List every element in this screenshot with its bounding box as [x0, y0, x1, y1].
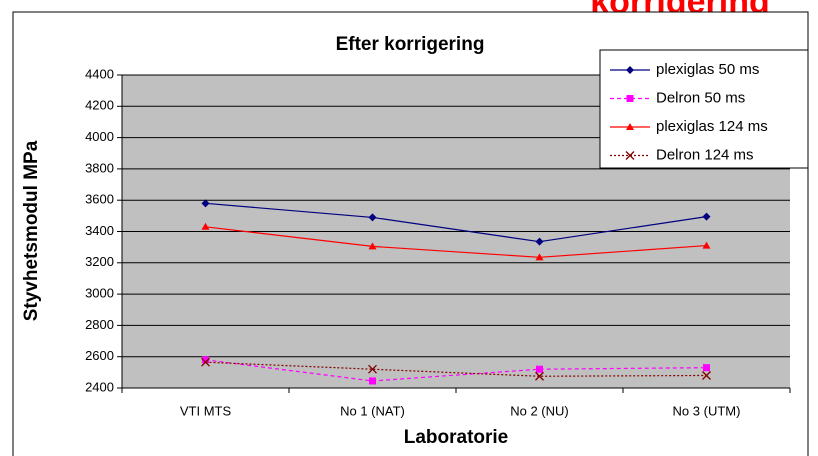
legend-label: Delron 50 ms — [656, 89, 745, 106]
marker — [201, 222, 210, 230]
marker — [702, 212, 711, 221]
marker — [535, 237, 544, 246]
legend-label: Delron 124 ms — [656, 146, 754, 163]
legend-label: plexiglas 124 ms — [656, 118, 768, 135]
y-tick-label: 4200 — [85, 98, 114, 113]
chart-title: Efter korrigering — [336, 34, 485, 55]
legend-label: plexiglas 50 ms — [656, 61, 759, 78]
x-axis-title: Laboratorie — [404, 427, 509, 448]
y-tick-label: 4000 — [85, 129, 114, 144]
marker — [369, 377, 376, 385]
marker — [536, 365, 543, 373]
y-tick-label: 2800 — [85, 317, 114, 332]
marker — [626, 123, 634, 130]
marker — [625, 151, 635, 160]
series-line — [205, 202, 707, 243]
x-tick-label: VTI MTS — [180, 403, 232, 418]
marker — [535, 253, 544, 261]
marker — [368, 213, 377, 222]
series-line — [205, 361, 707, 377]
marker — [702, 371, 711, 380]
y-tick-label: 4400 — [85, 66, 114, 81]
y-tick-label: 3800 — [85, 160, 114, 175]
marker — [368, 242, 377, 250]
y-tick-label: 3400 — [85, 223, 114, 238]
y-tick-label: 2600 — [85, 348, 114, 363]
x-tick-label: No 1 (NAT) — [340, 403, 405, 418]
y-tick-label: 3000 — [85, 286, 114, 301]
marker — [626, 66, 634, 74]
y-axis-title: Styvhetsmodul MPa — [21, 140, 42, 321]
marker — [201, 199, 210, 208]
marker — [535, 371, 544, 381]
y-tick-label: 2400 — [85, 379, 114, 394]
series-line — [205, 359, 707, 382]
marker — [626, 95, 634, 102]
y-tick-label: 3200 — [85, 254, 114, 269]
marker — [703, 364, 710, 372]
series-line — [205, 226, 707, 258]
y-tick-label: 3600 — [85, 192, 114, 207]
marker — [702, 241, 711, 249]
x-tick-label: No 3 (UTM) — [673, 403, 741, 418]
x-tick-label: No 2 (NU) — [510, 403, 569, 418]
marker — [202, 356, 209, 364]
marker — [368, 364, 377, 374]
marker — [201, 357, 210, 367]
